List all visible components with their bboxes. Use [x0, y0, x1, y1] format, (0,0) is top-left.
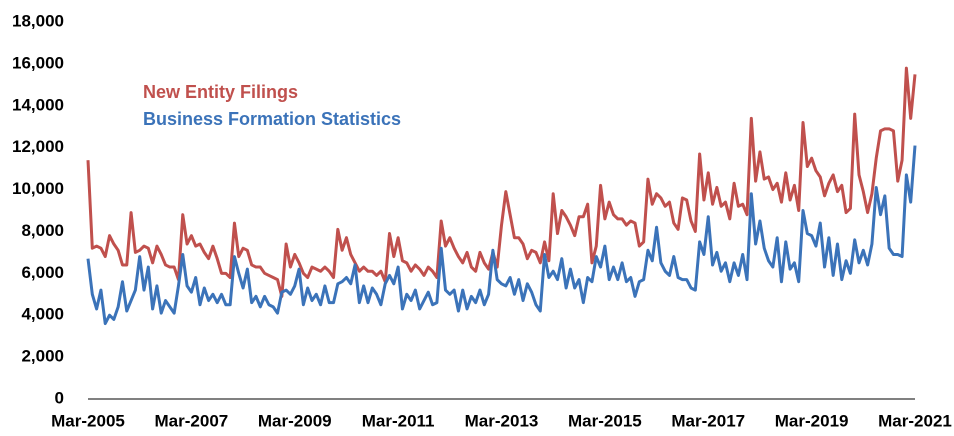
y-tick-label: 2,000	[21, 347, 64, 366]
x-tick-label: Mar-2011	[362, 411, 435, 430]
x-tick-label: Mar-2013	[465, 411, 539, 430]
y-tick-label: 18,000	[12, 11, 64, 30]
y-tick-label: 8,000	[21, 221, 64, 240]
y-tick-label: 0	[55, 388, 64, 407]
series-line	[86, 145, 917, 326]
x-tick-label: Mar-2005	[51, 411, 125, 430]
y-tick-label: 14,000	[12, 95, 64, 114]
x-tick-label: Mar-2017	[671, 411, 745, 430]
series-line	[86, 66, 917, 298]
y-tick-label: 12,000	[12, 137, 64, 156]
x-tick-label: Mar-2009	[258, 411, 332, 430]
y-tick-label: 16,000	[12, 53, 64, 72]
x-tick-label: Mar-2019	[775, 411, 849, 430]
y-tick-label: 6,000	[21, 263, 64, 282]
y-tick-label: 4,000	[21, 305, 64, 324]
legend-label: New Entity Filings	[143, 82, 298, 102]
x-tick-label: Mar-2021	[878, 411, 952, 430]
y-tick-label: 10,000	[12, 179, 64, 198]
legend-label: Business Formation Statistics	[143, 109, 401, 129]
x-tick-label: Mar-2007	[155, 411, 229, 430]
x-tick-label: Mar-2015	[568, 411, 642, 430]
